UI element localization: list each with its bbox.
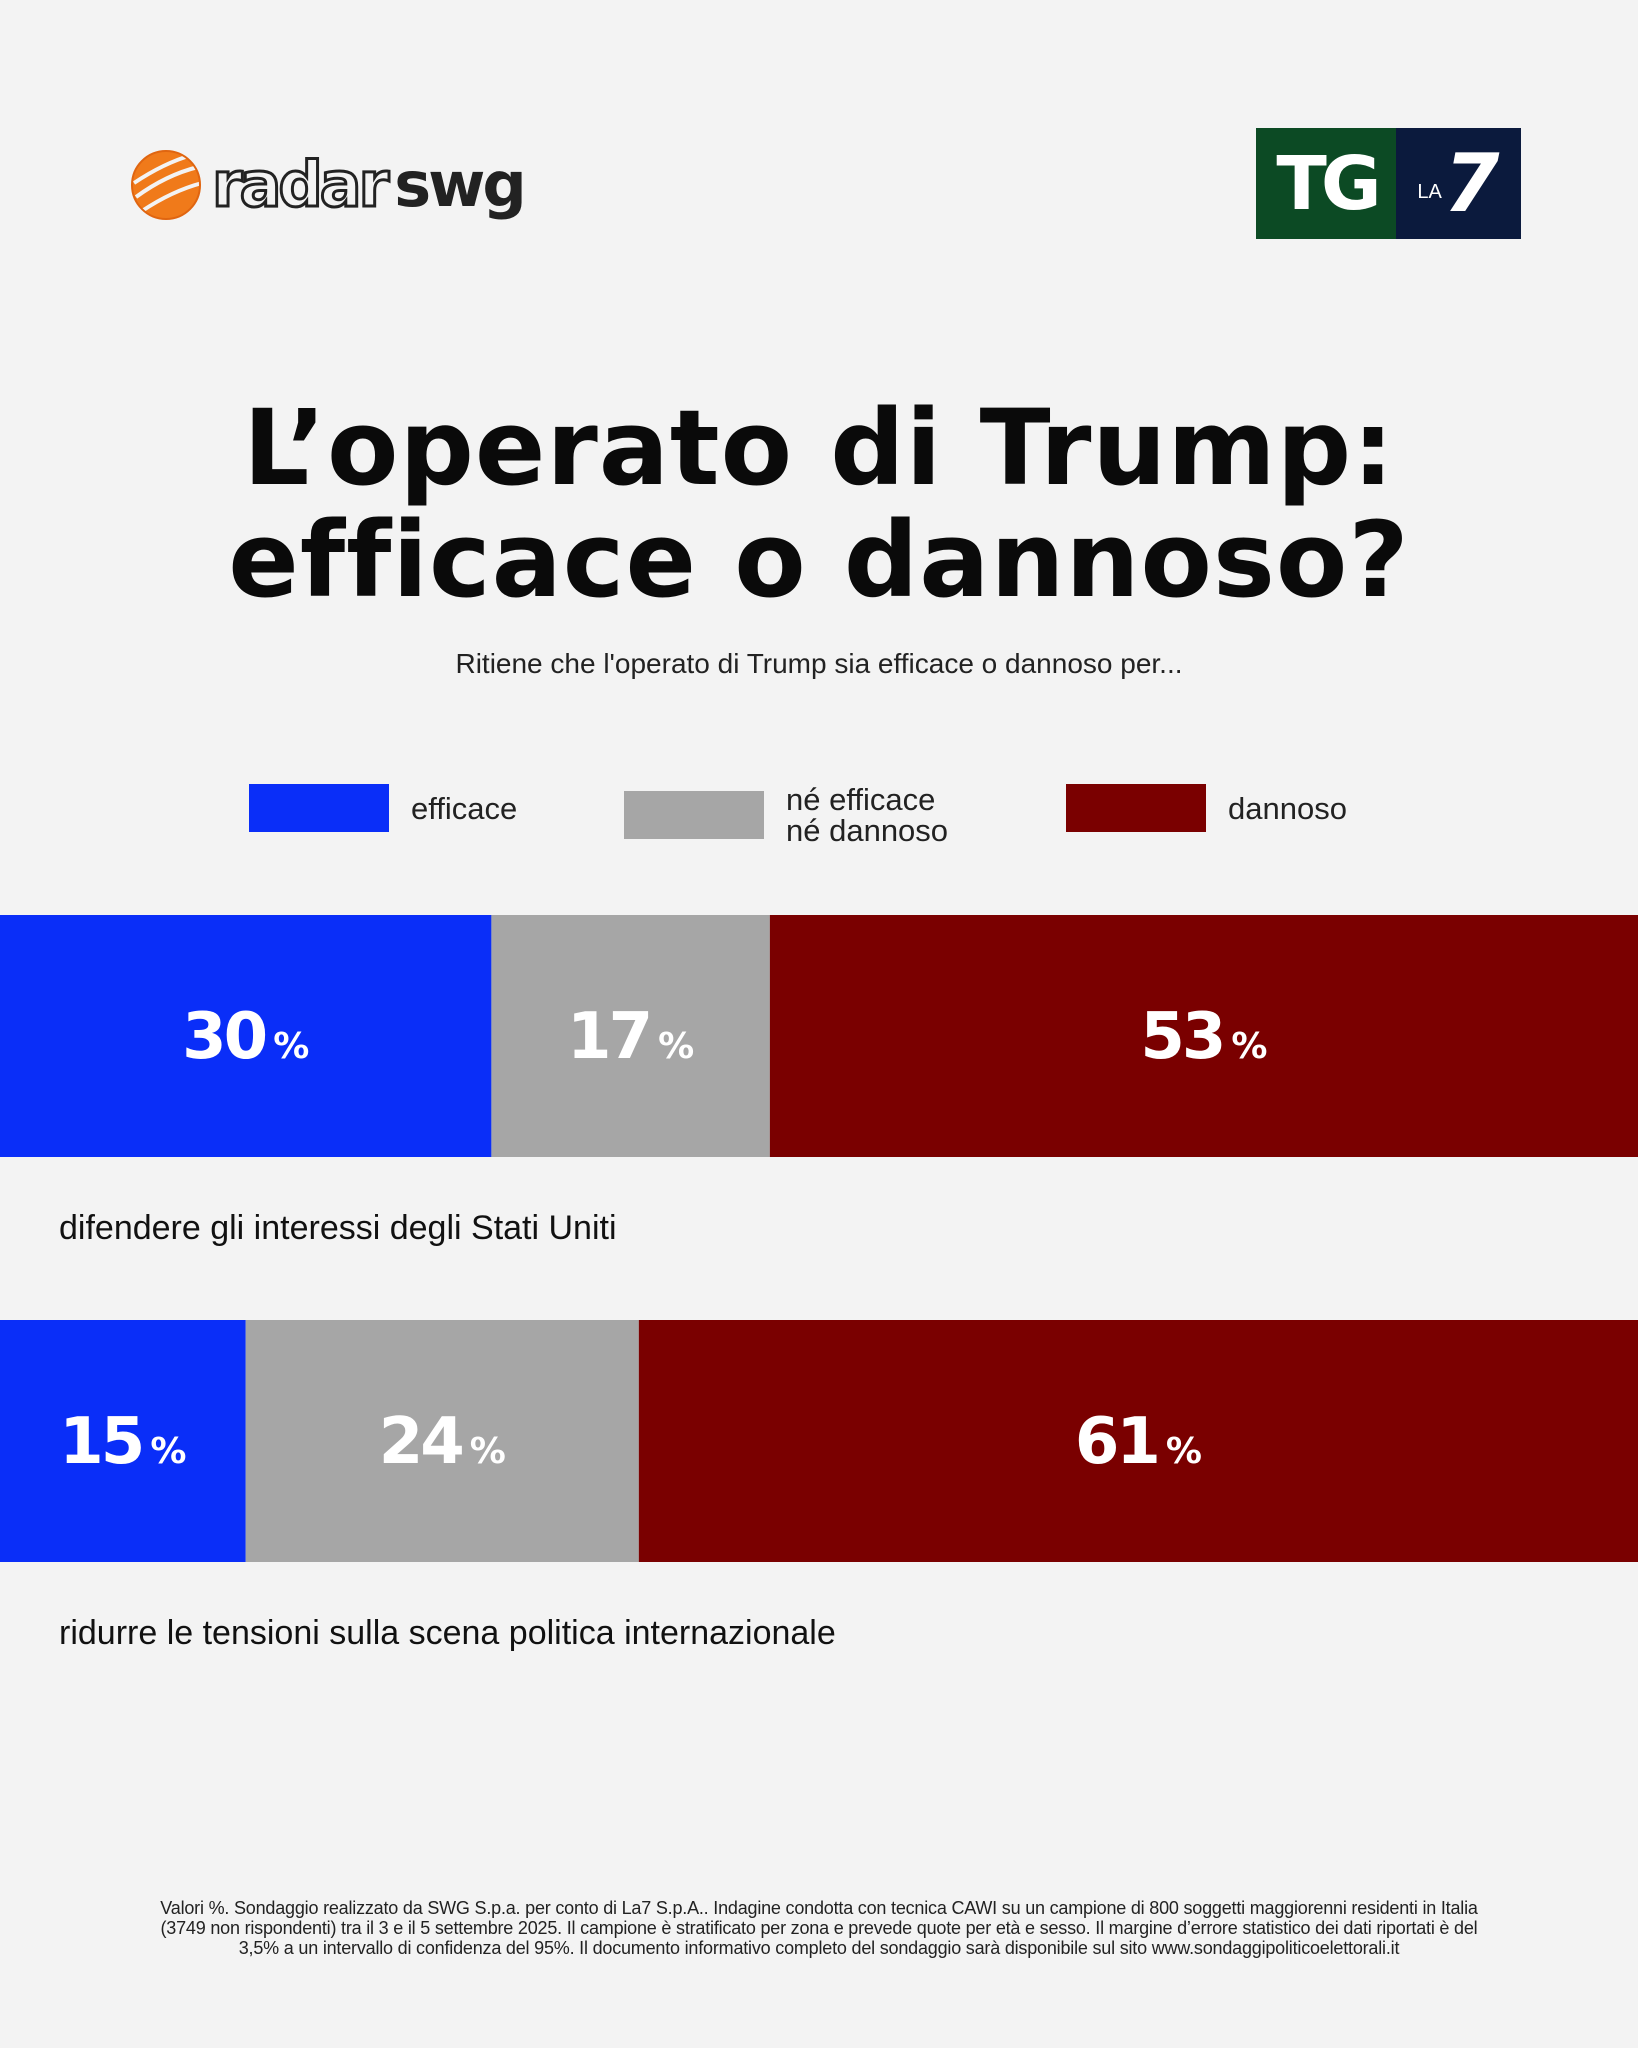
- radar-swg-wordmark: radar swg: [210, 148, 526, 221]
- category-label-row2: ridurre le tensioni sulla scena politica…: [59, 1614, 836, 1652]
- chart-title-line1: L’operato di Trump:: [243, 387, 1395, 509]
- bar-efficace-row1: [0, 915, 492, 1157]
- data-label-neutral-row1: 17%: [567, 1000, 694, 1074]
- bar-dannoso-row1: [769, 915, 1638, 1157]
- tg-wordmark: TG: [1256, 128, 1396, 239]
- bar-efficace-row2: [0, 1320, 246, 1562]
- methodology-footnote: Valori %. Sondaggio realizzato da SWG S.…: [160, 1898, 1478, 1958]
- data-label-dannoso-row1: 53%: [1140, 1000, 1267, 1074]
- radar-swg-logo: radar swg: [126, 140, 527, 230]
- data-label-efficace-row2: 15%: [59, 1405, 186, 1479]
- data-label-dannoso-row2: 61%: [1075, 1405, 1202, 1479]
- chart-subtitle: Ritiene che l'operato di Trump sia effic…: [455, 648, 1183, 679]
- legend-item-dannoso: dannoso: [1066, 784, 1347, 832]
- category-label-row1: difendere gli interessi degli Stati Unit…: [59, 1209, 617, 1247]
- legend-label-efficace: efficace: [411, 790, 518, 826]
- bar-dannoso-row2: [638, 1320, 1638, 1562]
- chart-title-line2: efficace o dannoso?: [228, 499, 1410, 621]
- legend-item-efficace: efficace: [249, 784, 517, 832]
- bar-neutral-row2: [245, 1320, 639, 1562]
- tg-la7-logo: TG LA 7: [1256, 128, 1521, 239]
- legend-swatch-efficace: [249, 784, 389, 832]
- legend-swatch-neutral: [624, 791, 764, 839]
- globe-icon: [131, 150, 203, 220]
- la7-wordmark: LA 7: [1396, 128, 1521, 239]
- legend-label-neutral: né efficace né dannoso: [786, 782, 949, 848]
- data-label-efficace-row1: 30%: [182, 1000, 309, 1074]
- legend-swatch-dannoso: [1066, 784, 1206, 832]
- chart-title: L’operato di Trump: efficace o dannoso?: [0, 392, 1638, 616]
- data-label-neutral-row2: 24%: [379, 1405, 506, 1479]
- bar-neutral-row1: [491, 915, 770, 1157]
- legend-item-neutral: né efficace né dannoso: [624, 784, 948, 846]
- legend-label-dannoso: dannoso: [1228, 790, 1347, 826]
